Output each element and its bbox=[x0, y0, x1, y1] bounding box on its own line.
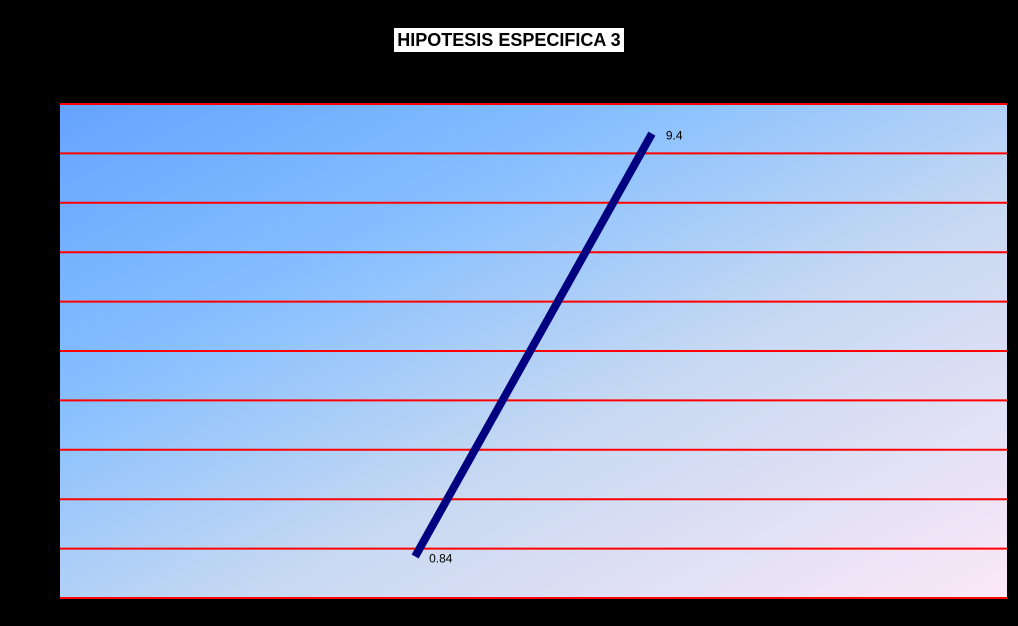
y-tick-label-8: 8 bbox=[39, 196, 46, 210]
y-tick-label-6: 6 bbox=[39, 295, 46, 309]
data-label-2: 9.4 bbox=[666, 129, 683, 143]
y-tick-label-2: 2 bbox=[38, 492, 46, 506]
y-tick-label-9: 9 bbox=[39, 146, 46, 160]
y-tick-label-0: 0 bbox=[39, 591, 46, 605]
y-tick-label-5: 5 bbox=[39, 344, 46, 358]
data-label-1: 0.84 bbox=[429, 552, 453, 566]
y-tick-label-4: 4 bbox=[38, 393, 46, 407]
y-tick-label-7: 7 bbox=[39, 245, 47, 259]
series-line-0 bbox=[411, 131, 656, 559]
y-tick-label-1: 1 bbox=[39, 542, 46, 556]
y-tick-label-10: 10 bbox=[33, 97, 47, 111]
y-tick-label-3: 3 bbox=[39, 443, 46, 457]
